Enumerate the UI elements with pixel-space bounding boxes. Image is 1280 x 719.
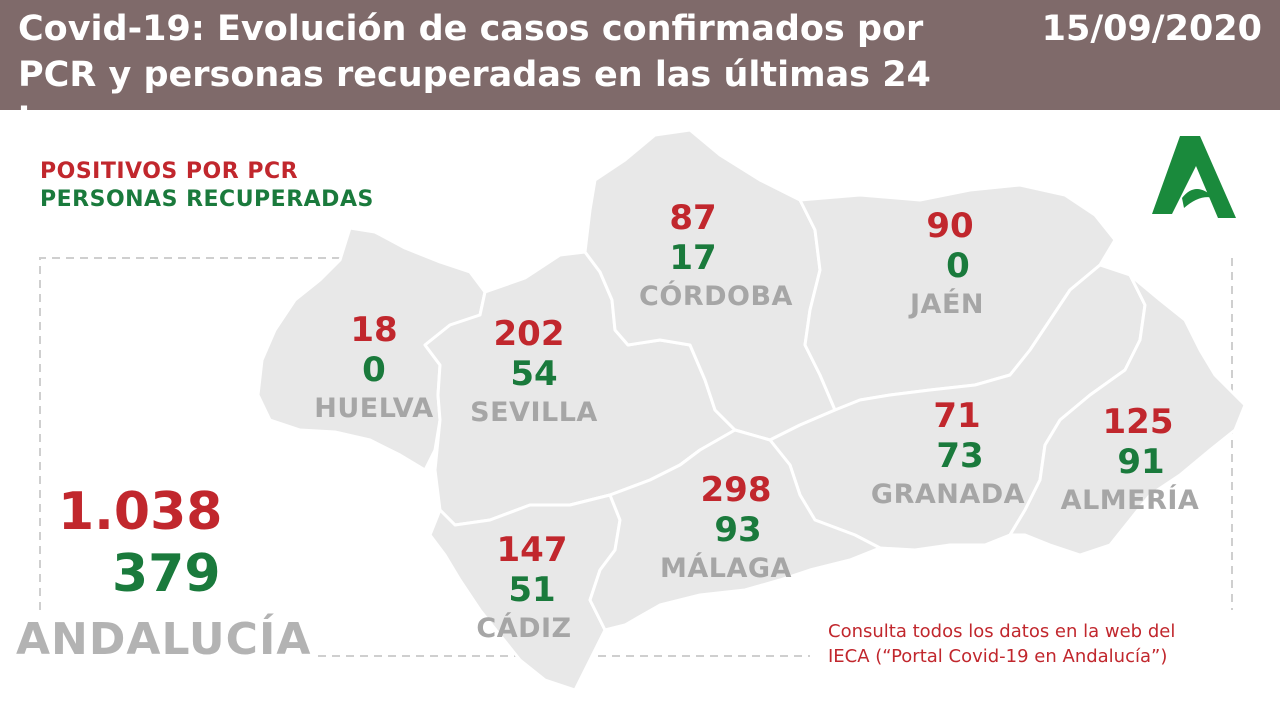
sevilla-name: SEVILLA — [470, 397, 598, 428]
total-positives: 1.038 — [58, 482, 223, 542]
province-almeria: 125 91 ALMERÍA — [1040, 402, 1220, 518]
huelva-recovered: 0 — [362, 350, 386, 390]
almeria-recovered: 91 — [1117, 442, 1165, 482]
huelva-name: HUELVA — [314, 393, 434, 424]
province-shape-almeria — [1008, 273, 1247, 557]
report-date: 15/09/2020 — [1041, 9, 1262, 49]
cordoba-name: CÓRDOBA — [639, 281, 793, 312]
frame-left-dashed — [39, 257, 340, 610]
malaga-name: MÁLAGA — [660, 553, 792, 584]
huelva-positives: 18 — [350, 310, 398, 350]
cadiz-name: CÁDIZ — [476, 613, 572, 644]
junta-de-andalucia-logo-icon — [1152, 136, 1236, 218]
province-cordoba: 87 17 CÓRDOBA — [614, 198, 794, 314]
almeria-positives: 125 — [1102, 402, 1174, 442]
province-sevilla: 202 54 SEVILLA — [444, 314, 624, 430]
province-huelva: 18 0 HUELVA — [284, 310, 464, 426]
province-jaen: 90 0 JAÉN — [860, 206, 1040, 322]
cordoba-recovered: 17 — [669, 238, 717, 278]
malaga-positives: 298 — [700, 470, 772, 510]
cadiz-recovered: 51 — [508, 570, 556, 610]
jaen-positives: 90 — [926, 206, 974, 246]
province-shape-huelva — [256, 226, 487, 472]
sevilla-recovered: 54 — [510, 354, 558, 394]
total-recovered: 379 — [112, 544, 221, 604]
legend-recovered: PERSONAS RECUPERADAS — [40, 187, 374, 212]
page-title: Covid-19: Evolución de casos confirmados… — [18, 9, 931, 141]
jaen-recovered: 0 — [946, 246, 970, 286]
cadiz-positives: 147 — [496, 530, 568, 570]
province-cadiz: 147 51 CÁDIZ — [434, 530, 614, 646]
header-bar: Covid-19: Evolución de casos confirmados… — [0, 0, 1280, 141]
legend-positives: POSITIVOS POR PCR — [40, 159, 299, 184]
almeria-name: ALMERÍA — [1060, 485, 1200, 516]
malaga-recovered: 93 — [714, 510, 762, 550]
granada-name: GRANADA — [870, 479, 1026, 510]
sevilla-positives: 202 — [493, 314, 565, 354]
granada-positives: 71 — [933, 396, 981, 436]
province-granada: 71 73 GRANADA — [858, 396, 1038, 512]
jaen-name: JAÉN — [910, 289, 984, 320]
granada-recovered: 73 — [936, 436, 984, 476]
province-malaga: 298 93 MÁLAGA — [636, 470, 816, 586]
cordoba-positives: 87 — [669, 198, 717, 238]
province-shape-malaga — [588, 428, 882, 632]
footnote-ieca: Consulta todos los datos en la web del I… — [828, 621, 1176, 667]
region-name: ANDALUCÍA — [16, 614, 312, 665]
